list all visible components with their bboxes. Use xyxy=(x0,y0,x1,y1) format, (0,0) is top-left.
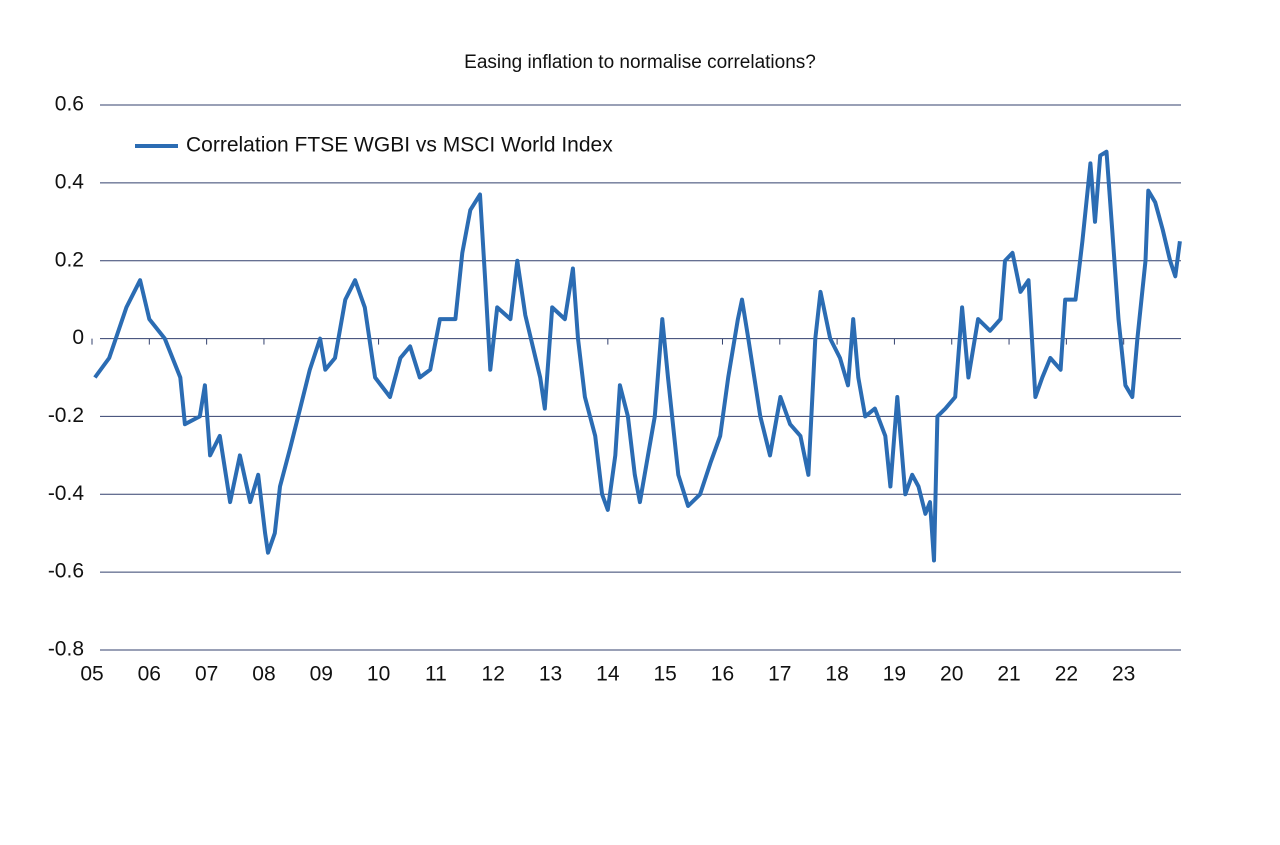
y-tick-label: 0.2 xyxy=(55,248,84,271)
y-tick-label: 0.6 xyxy=(55,93,84,116)
x-tick-label: 13 xyxy=(539,663,562,686)
x-tick-label: 19 xyxy=(883,663,906,686)
x-tick-label: 05 xyxy=(80,663,103,686)
x-tick-label: 15 xyxy=(653,663,676,686)
chart-title: Easing inflation to normalise correlatio… xyxy=(464,52,816,73)
y-tick-label: -0.8 xyxy=(48,638,84,661)
y-tick-label: -0.4 xyxy=(48,482,85,505)
series-line xyxy=(93,149,1182,563)
x-tick-label: 21 xyxy=(997,663,1020,686)
x-tick-label: 20 xyxy=(940,663,963,686)
x-tick-label: 06 xyxy=(138,663,161,686)
y-tick-label: 0 xyxy=(72,326,84,349)
x-tick-label: 18 xyxy=(825,663,848,686)
x-tick-label: 08 xyxy=(252,663,275,686)
legend-label: Correlation FTSE WGBI vs MSCI World Inde… xyxy=(186,134,613,157)
x-tick-label: 22 xyxy=(1055,663,1078,686)
x-tick-label: 11 xyxy=(425,663,447,686)
x-tick-label: 12 xyxy=(482,663,505,686)
y-tick-label: -0.2 xyxy=(48,404,84,427)
x-tick-label: 17 xyxy=(768,663,791,686)
x-tick-label: 07 xyxy=(195,663,218,686)
x-tick-label: 23 xyxy=(1112,663,1135,686)
x-tick-label: 16 xyxy=(711,663,734,686)
x-tick-label: 10 xyxy=(367,663,390,686)
x-tick-label: 09 xyxy=(310,663,333,686)
x-tick-label: 14 xyxy=(596,663,620,686)
y-tick-label: -0.6 xyxy=(48,560,84,583)
y-tick-label: 0.4 xyxy=(55,170,85,193)
